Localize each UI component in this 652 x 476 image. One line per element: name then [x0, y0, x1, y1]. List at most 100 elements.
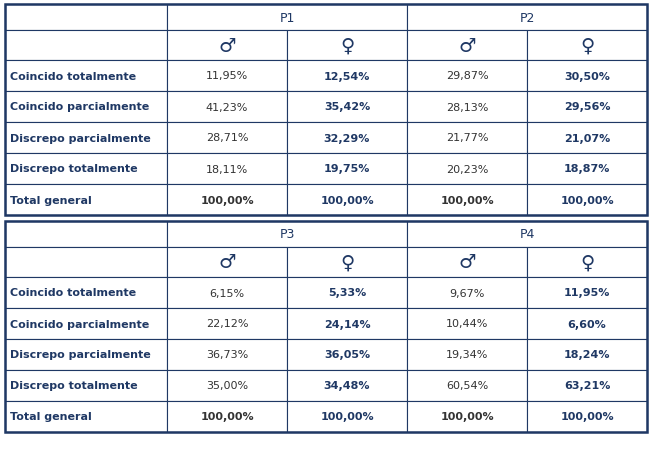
Text: 22,12%: 22,12%	[206, 319, 248, 329]
Text: P3: P3	[279, 228, 295, 241]
Text: 60,54%: 60,54%	[446, 381, 488, 391]
Text: 12,54%: 12,54%	[324, 71, 370, 81]
Text: 21,07%: 21,07%	[564, 133, 610, 143]
Text: 100,00%: 100,00%	[440, 412, 494, 422]
Bar	[287, 185, 407, 216]
Bar	[167, 123, 287, 154]
Text: 19,34%: 19,34%	[446, 350, 488, 360]
Bar	[407, 339, 527, 370]
Bar	[167, 31, 287, 61]
Text: 34,48%: 34,48%	[324, 381, 370, 391]
Text: 35,00%: 35,00%	[206, 381, 248, 391]
Bar	[5, 401, 167, 432]
Bar	[407, 92, 527, 123]
Bar	[407, 123, 527, 154]
Text: 100,00%: 100,00%	[440, 195, 494, 205]
Bar	[167, 339, 287, 370]
Text: 30,50%: 30,50%	[564, 71, 610, 81]
Bar	[5, 248, 167, 278]
Bar	[167, 61, 287, 92]
Text: Coincido totalmente: Coincido totalmente	[10, 288, 136, 298]
Bar	[407, 5, 647, 31]
Text: 100,00%: 100,00%	[320, 412, 374, 422]
Bar	[407, 308, 527, 339]
Bar	[527, 308, 647, 339]
Text: Coincido parcialmente: Coincido parcialmente	[10, 319, 149, 329]
Bar	[527, 154, 647, 185]
Bar	[287, 401, 407, 432]
Bar	[5, 92, 167, 123]
Bar	[5, 339, 167, 370]
Bar	[287, 370, 407, 401]
Text: Coincido parcialmente: Coincido parcialmente	[10, 102, 149, 112]
Text: Coincido totalmente: Coincido totalmente	[10, 71, 136, 81]
Text: Total general: Total general	[10, 195, 92, 205]
Bar	[5, 278, 167, 308]
Bar	[527, 370, 647, 401]
Bar	[5, 5, 167, 31]
Text: 36,05%: 36,05%	[324, 350, 370, 360]
Text: P1: P1	[279, 11, 295, 24]
Text: ♂: ♂	[218, 37, 236, 55]
Text: P4: P4	[519, 228, 535, 241]
Bar	[527, 339, 647, 370]
Bar	[287, 61, 407, 92]
Text: Discrepo totalmente: Discrepo totalmente	[10, 164, 138, 174]
Text: 18,11%: 18,11%	[206, 164, 248, 174]
Bar	[527, 123, 647, 154]
Text: 100,00%: 100,00%	[200, 412, 254, 422]
Text: 100,00%: 100,00%	[560, 195, 614, 205]
Bar	[5, 5, 647, 216]
Bar	[407, 401, 527, 432]
Text: 100,00%: 100,00%	[320, 195, 374, 205]
Bar	[527, 185, 647, 216]
Bar	[5, 221, 167, 248]
Bar	[5, 154, 167, 185]
Bar	[167, 308, 287, 339]
Bar	[5, 123, 167, 154]
Bar	[287, 154, 407, 185]
Bar	[5, 308, 167, 339]
Bar	[167, 401, 287, 432]
Bar	[167, 154, 287, 185]
Bar	[5, 185, 167, 216]
Text: 5,33%: 5,33%	[328, 288, 366, 298]
Bar	[5, 31, 167, 61]
Bar	[407, 185, 527, 216]
Bar	[287, 278, 407, 308]
Bar	[527, 92, 647, 123]
Text: ♂: ♂	[458, 37, 476, 55]
Text: ♀: ♀	[580, 253, 594, 272]
Bar	[527, 31, 647, 61]
Text: 6,60%: 6,60%	[568, 319, 606, 329]
Bar	[167, 5, 407, 31]
Text: 6,15%: 6,15%	[209, 288, 244, 298]
Text: 29,56%: 29,56%	[564, 102, 610, 112]
Text: 100,00%: 100,00%	[200, 195, 254, 205]
Text: ♂: ♂	[458, 253, 476, 272]
Bar	[287, 31, 407, 61]
Text: 19,75%: 19,75%	[324, 164, 370, 174]
Text: 20,23%: 20,23%	[446, 164, 488, 174]
Bar	[527, 61, 647, 92]
Text: Discrepo parcialmente: Discrepo parcialmente	[10, 350, 151, 360]
Text: 63,21%: 63,21%	[564, 381, 610, 391]
Text: Discrepo totalmente: Discrepo totalmente	[10, 381, 138, 391]
Text: 11,95%: 11,95%	[564, 288, 610, 298]
Text: 28,13%: 28,13%	[446, 102, 488, 112]
Bar	[167, 370, 287, 401]
Text: P2: P2	[519, 11, 535, 24]
Bar	[527, 401, 647, 432]
Bar	[5, 370, 167, 401]
Text: Discrepo parcialmente: Discrepo parcialmente	[10, 133, 151, 143]
Bar	[527, 248, 647, 278]
Bar	[167, 185, 287, 216]
Text: 41,23%: 41,23%	[206, 102, 248, 112]
Text: 18,24%: 18,24%	[564, 350, 610, 360]
Text: Total general: Total general	[10, 412, 92, 422]
Text: 11,95%: 11,95%	[206, 71, 248, 81]
Bar	[407, 370, 527, 401]
Text: ♀: ♀	[580, 37, 594, 55]
Bar	[167, 278, 287, 308]
Bar	[167, 221, 407, 248]
